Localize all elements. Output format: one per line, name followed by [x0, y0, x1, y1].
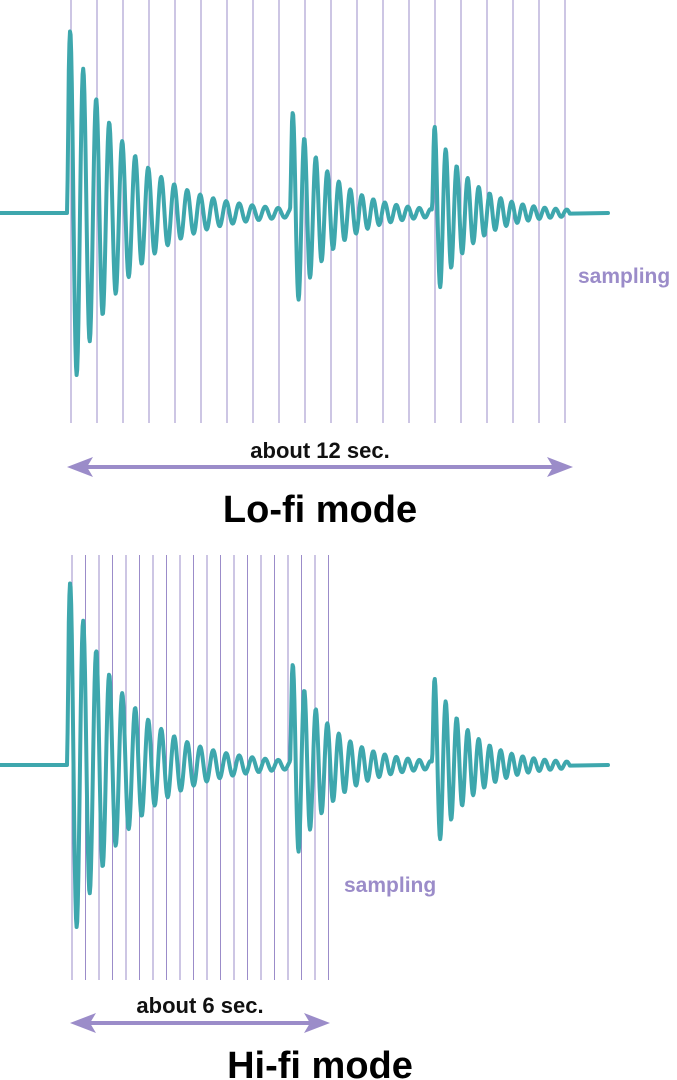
hifi-duration-arrow: [70, 1013, 330, 1033]
lofi-panel: sampling about 12 sec. Lo-fi mode: [0, 0, 670, 531]
lofi-mode-title: Lo-fi mode: [223, 489, 417, 531]
lofi-sampling-label: sampling: [578, 265, 670, 288]
lofi-duration-arrow: [67, 457, 573, 477]
lofi-waveform: [0, 29, 610, 377]
lofi-duration-label: about 12 sec.: [250, 438, 389, 463]
hifi-sampling-label: sampling: [344, 874, 436, 897]
hifi-sampling-lines: [71, 555, 329, 980]
hifi-panel: sampling about 6 sec. Hi-fi mode: [0, 555, 610, 1080]
hifi-waveform: [0, 581, 610, 929]
hifi-duration-label: about 6 sec.: [136, 993, 263, 1018]
hifi-arrowhead-left: [70, 1013, 96, 1033]
lofi-arrowhead-right: [547, 457, 573, 477]
hifi-arrowhead-right: [304, 1013, 330, 1033]
lofi-arrowhead-left: [67, 457, 93, 477]
hifi-mode-title: Hi-fi mode: [227, 1045, 413, 1080]
